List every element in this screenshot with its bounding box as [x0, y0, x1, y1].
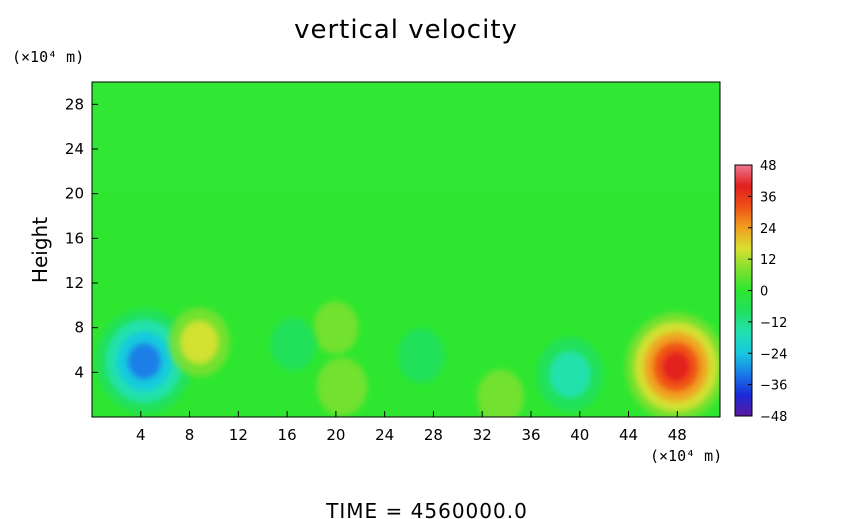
y-tick-label: 24	[65, 140, 84, 158]
velocity-feature	[397, 328, 445, 383]
time-label: TIME = 4560000.0	[325, 499, 528, 519]
velocity-feature	[625, 312, 720, 417]
x-tick-label: 40	[570, 426, 589, 444]
velocity-features	[95, 301, 720, 417]
y-axis-label: Height	[28, 217, 52, 283]
x-tick-label: 36	[521, 426, 540, 444]
x-tick-label: 12	[229, 426, 248, 444]
y-tick-label: 16	[65, 229, 84, 247]
x-tick-label: 16	[278, 426, 297, 444]
colorbar-tick-label: −12	[760, 316, 787, 331]
plot-frame	[91, 81, 721, 418]
x-unit-label: (×10⁴ m)	[650, 447, 722, 465]
y-tick-label: 28	[65, 95, 84, 113]
colorbar-tick-label: 0	[760, 285, 768, 300]
x-tick-label: 44	[619, 426, 638, 444]
x-tick-label: 8	[185, 426, 195, 444]
velocity-feature	[316, 357, 368, 417]
contour-field	[92, 82, 720, 417]
colorbar-tick-label: −36	[760, 379, 787, 394]
y-unit-label: (×10⁴ m)	[12, 48, 84, 66]
velocity-feature	[477, 369, 524, 417]
velocity-feature	[313, 301, 359, 355]
x-tick-label: 48	[668, 426, 687, 444]
colorbar-tick-label: 24	[760, 222, 777, 237]
chart-title: vertical velocity	[294, 15, 518, 45]
y-axis: 4 8 12 16 20 24 28	[65, 95, 98, 381]
colorbar-tick-label: 48	[760, 159, 777, 174]
colorbar-ticks: 48 36 24 12 0 −12 −24 −36 −48	[748, 159, 787, 425]
colorbar-tick-label: 12	[760, 253, 777, 268]
x-axis: 4 8 12 16 20 24 28 32 36 40 44 48	[136, 411, 687, 444]
velocity-feature	[536, 337, 604, 412]
colorbar-tick-label: 36	[760, 190, 777, 205]
y-tick-label: 4	[74, 363, 84, 381]
x-tick-label: 24	[375, 426, 394, 444]
x-tick-label: 4	[136, 426, 146, 444]
y-tick-label: 12	[65, 274, 84, 292]
velocity-feature	[168, 307, 230, 377]
velocity-feature	[95, 308, 194, 414]
x-tick-label: 28	[424, 426, 443, 444]
y-tick-label: 8	[74, 319, 84, 337]
colorbar-tick-label: −48	[760, 410, 787, 425]
x-tick-label: 32	[473, 426, 492, 444]
colorbar-tick-label: −24	[760, 347, 787, 362]
x-tick-label: 20	[326, 426, 345, 444]
y-tick-label: 20	[65, 185, 84, 203]
upper-field	[92, 82, 720, 192]
velocity-feature	[270, 317, 316, 371]
